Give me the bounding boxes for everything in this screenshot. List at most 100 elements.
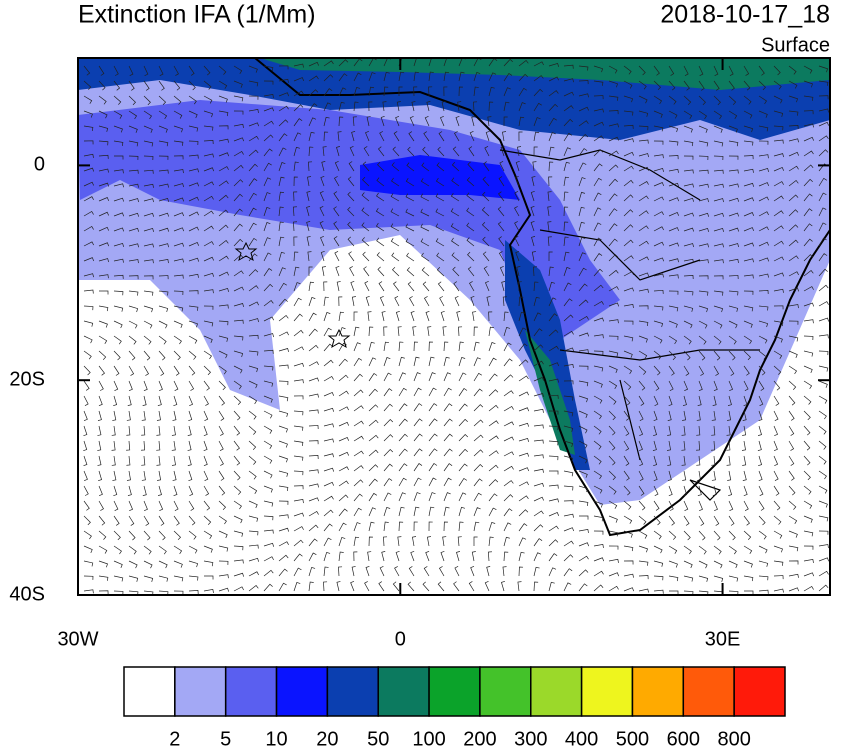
wind-barb	[338, 494, 349, 502]
wind-barb	[503, 451, 514, 457]
wind-barb	[653, 470, 658, 482]
wind-barb	[83, 545, 93, 554]
wind-barb	[502, 296, 507, 307]
wind-barb	[308, 425, 319, 430]
wind-barb	[773, 395, 780, 406]
wind-barb	[128, 110, 138, 120]
wind-barb	[497, 221, 505, 232]
wind-barb	[548, 146, 555, 157]
wind-barb	[758, 395, 764, 406]
wind-barb	[323, 131, 329, 142]
wind-barb	[488, 435, 499, 442]
wind-barb	[578, 252, 586, 262]
wind-barb	[788, 485, 796, 496]
wind-barb	[758, 257, 770, 262]
wind-barb	[98, 242, 110, 247]
wind-barb	[608, 410, 616, 421]
wind-barb	[438, 566, 445, 577]
wind-barb	[336, 581, 341, 592]
wind-barb	[623, 320, 634, 325]
wind-barb	[713, 95, 721, 106]
wind-barb	[233, 440, 240, 451]
wind-barb	[668, 125, 679, 133]
wind-barb	[668, 305, 679, 312]
wind-barb	[203, 153, 214, 158]
wind-barb	[788, 530, 798, 538]
wind-barb	[533, 496, 544, 502]
wind-barb	[126, 410, 131, 421]
wind-barb	[428, 477, 437, 487]
wind-barb	[293, 455, 304, 461]
wind-barb	[338, 522, 347, 532]
wind-barb	[697, 395, 702, 406]
wind-barb	[293, 132, 302, 142]
wind-barb	[428, 506, 435, 517]
wind-barb	[420, 193, 430, 202]
wind-barb	[203, 80, 212, 90]
wind-barb	[392, 146, 400, 157]
wind-barb	[563, 395, 574, 401]
wind-barb	[488, 326, 494, 337]
wind-barb	[83, 241, 94, 247]
wind-barb	[563, 500, 574, 505]
wind-barb	[338, 116, 344, 127]
wind-barb	[743, 380, 749, 391]
wind-barb	[233, 572, 245, 577]
wind-barb	[698, 380, 703, 392]
wind-barb	[203, 210, 214, 217]
wind-barb	[683, 95, 692, 105]
colorbar-label: 200	[463, 728, 496, 750]
wind-barb	[518, 551, 525, 562]
wind-barb	[653, 196, 664, 202]
wind-barb	[758, 350, 767, 360]
wind-barb	[713, 65, 719, 76]
wind-barb	[758, 196, 769, 202]
wind-barb	[713, 530, 721, 541]
wind-barb	[323, 495, 334, 502]
wind-barb	[308, 581, 314, 592]
wind-barb	[533, 296, 540, 307]
wind-barb	[593, 557, 605, 562]
wind-barb	[638, 110, 649, 117]
wind-barb	[593, 268, 603, 277]
wind-barb	[653, 395, 659, 406]
wind-barb	[638, 560, 649, 566]
wind-barb	[698, 95, 706, 106]
wind-barb	[667, 425, 672, 436]
wind-barb	[128, 275, 139, 280]
wind-barb	[788, 515, 798, 524]
wind-barb	[188, 530, 197, 540]
wind-barb	[141, 455, 146, 466]
wind-barb	[383, 341, 390, 352]
wind-barb	[608, 350, 619, 357]
wind-barb	[113, 320, 123, 329]
wind-barb	[548, 345, 559, 352]
wind-barb	[353, 342, 361, 352]
wind-barb	[128, 243, 139, 248]
wind-barb	[653, 560, 664, 567]
wind-barb	[203, 167, 215, 172]
colorbar-box	[631, 666, 685, 717]
wind-barb	[803, 515, 813, 523]
wind-barb	[263, 349, 274, 354]
wind-barb	[113, 305, 124, 312]
wind-barb	[593, 65, 604, 73]
wind-barb	[113, 335, 122, 345]
wind-barb	[218, 425, 224, 436]
wind-barb	[413, 506, 420, 517]
wind-barb	[818, 95, 829, 100]
wind-barb	[143, 515, 150, 526]
wind-barb	[128, 305, 139, 313]
wind-barb	[668, 590, 679, 595]
wind-barb	[278, 348, 289, 353]
wind-barb	[158, 500, 164, 512]
wind-barb	[128, 575, 139, 582]
wind-barb	[158, 259, 169, 264]
wind-barb	[668, 65, 675, 76]
wind-barb	[173, 335, 182, 345]
wind-barb	[608, 365, 618, 373]
wind-barb	[188, 380, 195, 391]
wind-barb	[338, 466, 349, 472]
wind-barb	[278, 119, 289, 127]
wind-barb	[113, 395, 118, 406]
